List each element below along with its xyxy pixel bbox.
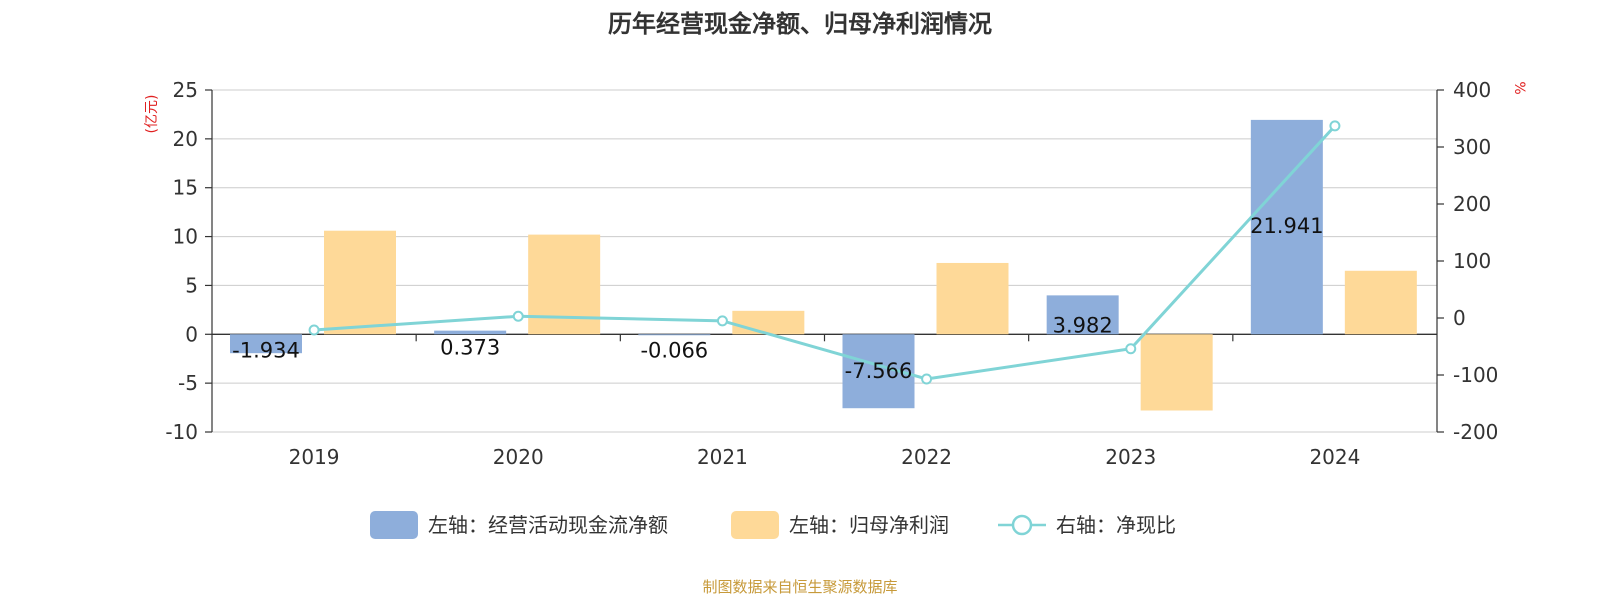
category-label: 2020 [493,445,544,469]
legend-net-profit: 左轴：归母净利润 [731,511,949,539]
ratio-point [716,315,728,327]
legend: 左轴：经营活动现金流净额 左轴：归母净利润 右轴：净现比 [370,511,1176,539]
right-tick-label: 300 [1453,135,1491,159]
cash-flow-value-label: 21.941 [1250,214,1323,238]
legend-swatch [731,511,779,539]
legend-label: 左轴：经营活动现金流净额 [428,513,668,537]
cash-flow-bar [434,330,507,335]
left-tick-label: -10 [165,420,198,444]
legend-label: 右轴：净现比 [1056,513,1176,537]
category-label: 2019 [289,445,340,469]
ratio-line [308,120,1341,385]
left-tick-label: 5 [185,273,198,297]
left-axis-unit: (亿元) [144,95,160,134]
grid-lines [212,89,1437,433]
cash-flow-value-label: -1.934 [232,338,300,362]
ratio-point [308,324,320,336]
legend-marker [1011,514,1033,536]
cash-flow-value-label: 3.982 [1053,313,1113,337]
ratio-point [1329,120,1341,132]
category-label: 2022 [901,445,952,469]
right-tick-label: -200 [1453,420,1498,444]
right-tick-label: 200 [1453,192,1491,216]
right-tick-label: 400 [1453,78,1491,102]
net-profit-bar [1344,270,1417,335]
right-tick-label: 100 [1453,249,1491,273]
cash-flow-bar [1046,295,1119,335]
cash-flow-bar [1250,119,1323,335]
left-tick-label: 25 [173,78,198,102]
ratio-point [1125,343,1137,355]
source-note: 制图数据来自恒生聚源数据库 [702,578,897,596]
cash-flow-bar [638,334,711,336]
left-tick-label: 10 [173,225,198,249]
ratio-point [921,373,933,385]
category-label: 2023 [1105,445,1156,469]
net-profit-bar [1140,334,1213,411]
category-label: 2024 [1309,445,1360,469]
chart-title: 历年经营现金净额、归母净利润情况 [608,10,992,38]
right-tick-label: 0 [1453,306,1466,330]
cash-flow-value-label: -0.066 [640,338,708,362]
ratio-point [512,310,524,322]
left-tick-label: 0 [185,322,198,346]
legend-label: 左轴：归母净利润 [789,513,949,537]
left-tick-label: 20 [173,127,198,151]
legend-swatch [370,511,418,539]
right-axis-unit: % [1511,81,1527,94]
net-profit-bar [324,230,396,335]
cash-flow-bar [230,334,302,354]
cash-flow-value-label: -7.566 [845,359,913,383]
net-profit-bar [936,262,1009,335]
legend-cash-flow: 左轴：经营活动现金流净额 [370,511,668,539]
ratio-line-path [313,124,1337,381]
cash-flow-value-label: 0.373 [440,336,500,360]
legend-ratio: 右轴：净现比 [998,513,1176,537]
data-labels: -1.934 0.373 -0.066 -7.566 3.982 21.941 [232,214,1323,383]
right-tick-label: -100 [1453,363,1498,387]
net-profit-bar [732,310,805,335]
category-label: 2021 [697,445,748,469]
axes: 25 20 15 10 5 0 -5 -10 400 300 200 100 0 -100 -200 2019… [144,78,1527,469]
bars [230,119,1417,411]
left-tick-label: 15 [173,176,198,200]
left-tick-label: -5 [178,371,198,395]
